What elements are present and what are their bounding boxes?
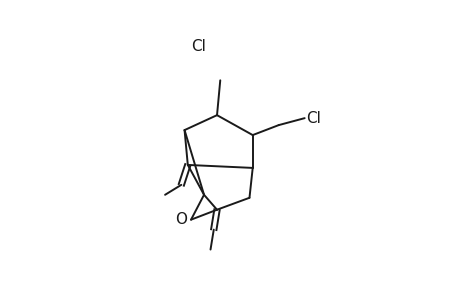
Text: Cl: Cl — [306, 111, 320, 126]
Text: Cl: Cl — [190, 39, 205, 54]
Text: O: O — [175, 212, 187, 227]
